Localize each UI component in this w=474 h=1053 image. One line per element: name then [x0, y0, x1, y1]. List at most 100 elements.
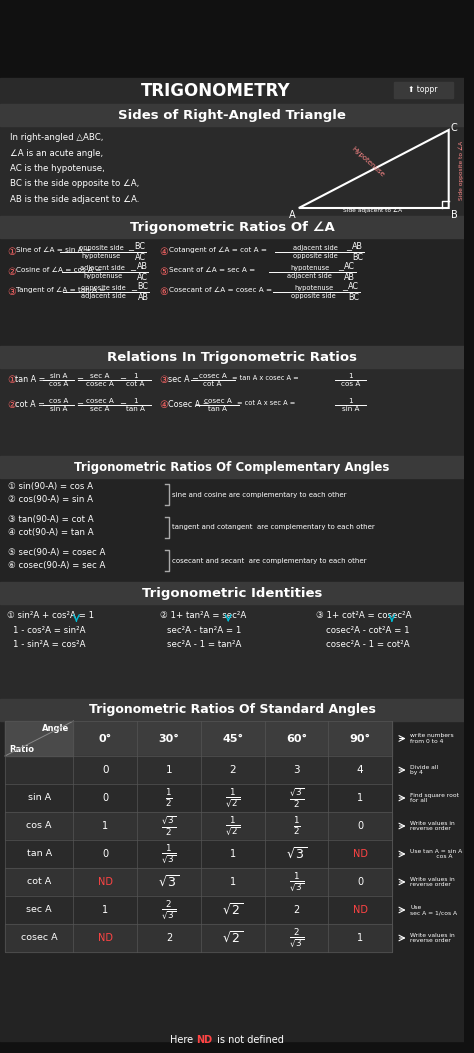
Text: Write values in
reverse order: Write values in reverse order: [410, 876, 455, 888]
Text: AC: AC: [348, 282, 359, 291]
Text: 2: 2: [166, 933, 172, 943]
Text: Divide all
by 4: Divide all by 4: [410, 764, 439, 775]
Bar: [394, 82, 453, 98]
Text: ④: ④: [160, 247, 168, 257]
Text: sec A =: sec A =: [167, 375, 199, 384]
Text: BC: BC: [137, 282, 148, 291]
Text: AC: AC: [137, 273, 147, 282]
Text: ② cos(90-A) = sin A: ② cos(90-A) = sin A: [8, 495, 93, 504]
Text: Relations In Trigonometric Ratios: Relations In Trigonometric Ratios: [107, 351, 357, 363]
Text: 0: 0: [357, 877, 363, 887]
Text: sin A: sin A: [50, 406, 67, 412]
Text: AB: AB: [344, 273, 355, 282]
Text: tan A: tan A: [27, 850, 52, 858]
Text: =: =: [128, 247, 134, 256]
Bar: [0, 367, 465, 456]
Text: 1: 1: [348, 373, 353, 379]
Text: 0: 0: [357, 821, 363, 831]
Text: Use tan A = sin A
              cos A: Use tan A = sin A cos A: [410, 849, 463, 859]
Text: $\sqrt{3}$: $\sqrt{3}$: [158, 874, 180, 890]
Text: ∠A is an acute angle,: ∠A is an acute angle,: [10, 148, 103, 158]
Bar: [0, 604, 465, 699]
Text: 2: 2: [293, 905, 300, 915]
Bar: [0, 78, 465, 104]
Text: BC: BC: [348, 293, 359, 302]
Text: ① sin(90-A) = cos A: ① sin(90-A) = cos A: [8, 482, 93, 491]
Text: Trigonometric Identities: Trigonometric Identities: [142, 587, 322, 599]
Bar: [0, 478, 465, 582]
Text: 1: 1: [102, 821, 109, 831]
Text: = tan A x cosec A =: = tan A x cosec A =: [232, 375, 299, 381]
Text: cosec A: cosec A: [203, 398, 231, 404]
Text: sine and cosine are complementary to each other: sine and cosine are complementary to eac…: [173, 492, 347, 497]
Text: Sine of ∠A = sin A =: Sine of ∠A = sin A =: [16, 247, 91, 253]
Text: cosec A: cosec A: [199, 373, 227, 379]
Text: cot A: cot A: [203, 381, 222, 388]
Text: ③ 1+ cot²A = cosec²A: ③ 1+ cot²A = cosec²A: [317, 611, 412, 620]
Bar: [5, 923, 392, 952]
Text: ①: ①: [7, 247, 16, 257]
Text: tan A =: tan A =: [15, 375, 45, 384]
Bar: [5, 721, 73, 756]
Bar: [5, 840, 392, 868]
Text: $\sqrt{3}$: $\sqrt{3}$: [286, 847, 307, 861]
Text: cosec A: cosec A: [21, 934, 57, 942]
Bar: [0, 582, 465, 604]
Text: $\frac{1}{\sqrt{3}}$: $\frac{1}{\sqrt{3}}$: [161, 842, 177, 866]
Text: Side opposite to ∠A: Side opposite to ∠A: [458, 140, 464, 200]
Text: Write values in
reverse order: Write values in reverse order: [410, 820, 455, 832]
Text: 1 - cos²A = sin²A: 1 - cos²A = sin²A: [13, 625, 85, 635]
Text: sec A: sec A: [90, 373, 109, 379]
Text: sec A: sec A: [90, 406, 109, 412]
Bar: [0, 104, 465, 126]
Text: $\frac{1}{2}$: $\frac{1}{2}$: [292, 815, 300, 837]
Text: cosecant and secant  are complementary to each other: cosecant and secant are complementary to…: [173, 557, 367, 563]
Text: AB is the side adjacent to ∠A.: AB is the side adjacent to ∠A.: [10, 195, 139, 204]
Text: ④ cot(90-A) = tan A: ④ cot(90-A) = tan A: [8, 528, 93, 537]
Text: adjacent side: adjacent side: [81, 265, 125, 271]
Text: 3: 3: [293, 764, 300, 775]
Text: cosec²A - cot²A = 1: cosec²A - cot²A = 1: [326, 625, 410, 635]
Bar: [5, 868, 392, 896]
Text: $\frac{1}{\sqrt{3}}$: $\frac{1}{\sqrt{3}}$: [289, 871, 304, 894]
Text: sin A: sin A: [50, 373, 67, 379]
Text: sin A: sin A: [27, 794, 51, 802]
Text: AB: AB: [352, 242, 363, 251]
Text: ③: ③: [7, 287, 16, 297]
Text: ND: ND: [353, 849, 367, 859]
Text: ②: ②: [7, 267, 16, 277]
Text: 30°: 30°: [159, 734, 180, 743]
Text: ⑥: ⑥: [160, 287, 168, 297]
Text: Here: Here: [170, 1035, 196, 1045]
Text: $\frac{\sqrt{3}}{2}$: $\frac{\sqrt{3}}{2}$: [161, 814, 177, 837]
Text: 1: 1: [229, 877, 236, 887]
Text: Hypotenuse: Hypotenuse: [351, 145, 386, 178]
Text: 1: 1: [133, 398, 137, 404]
Text: BC: BC: [135, 242, 146, 251]
Text: AB: AB: [137, 293, 148, 302]
Text: ①: ①: [7, 375, 16, 385]
Text: ND: ND: [353, 905, 367, 915]
Text: ND: ND: [98, 933, 113, 943]
Text: cosec A: cosec A: [86, 398, 114, 404]
Bar: [5, 784, 392, 812]
Text: cos A: cos A: [27, 821, 52, 831]
Bar: [0, 0, 465, 78]
Text: 0°: 0°: [99, 734, 112, 743]
Text: 1: 1: [133, 373, 137, 379]
Text: 1 - sin²A = cos²A: 1 - sin²A = cos²A: [13, 640, 85, 649]
Text: Trigonometric Ratios Of Standard Angles: Trigonometric Ratios Of Standard Angles: [89, 703, 375, 716]
Text: cos A: cos A: [341, 381, 360, 388]
Text: Ratio: Ratio: [9, 746, 34, 754]
Text: $\sqrt{2}$: $\sqrt{2}$: [222, 902, 243, 917]
Text: is not defined: is not defined: [214, 1035, 283, 1045]
Text: $\frac{1}{\sqrt{2}}$: $\frac{1}{\sqrt{2}}$: [225, 814, 240, 837]
Text: cosec²A - 1 = cot²A: cosec²A - 1 = cot²A: [326, 640, 410, 649]
Text: sec A: sec A: [27, 906, 52, 914]
Text: Cosecant of ∠A = cosec A =: Cosecant of ∠A = cosec A =: [169, 287, 272, 293]
Text: 1: 1: [229, 849, 236, 859]
Text: 1: 1: [348, 398, 353, 404]
Text: =: =: [119, 400, 127, 409]
Text: $\frac{1}{\sqrt{2}}$: $\frac{1}{\sqrt{2}}$: [225, 787, 240, 810]
Text: $\frac{2}{\sqrt{3}}$: $\frac{2}{\sqrt{3}}$: [161, 898, 177, 921]
